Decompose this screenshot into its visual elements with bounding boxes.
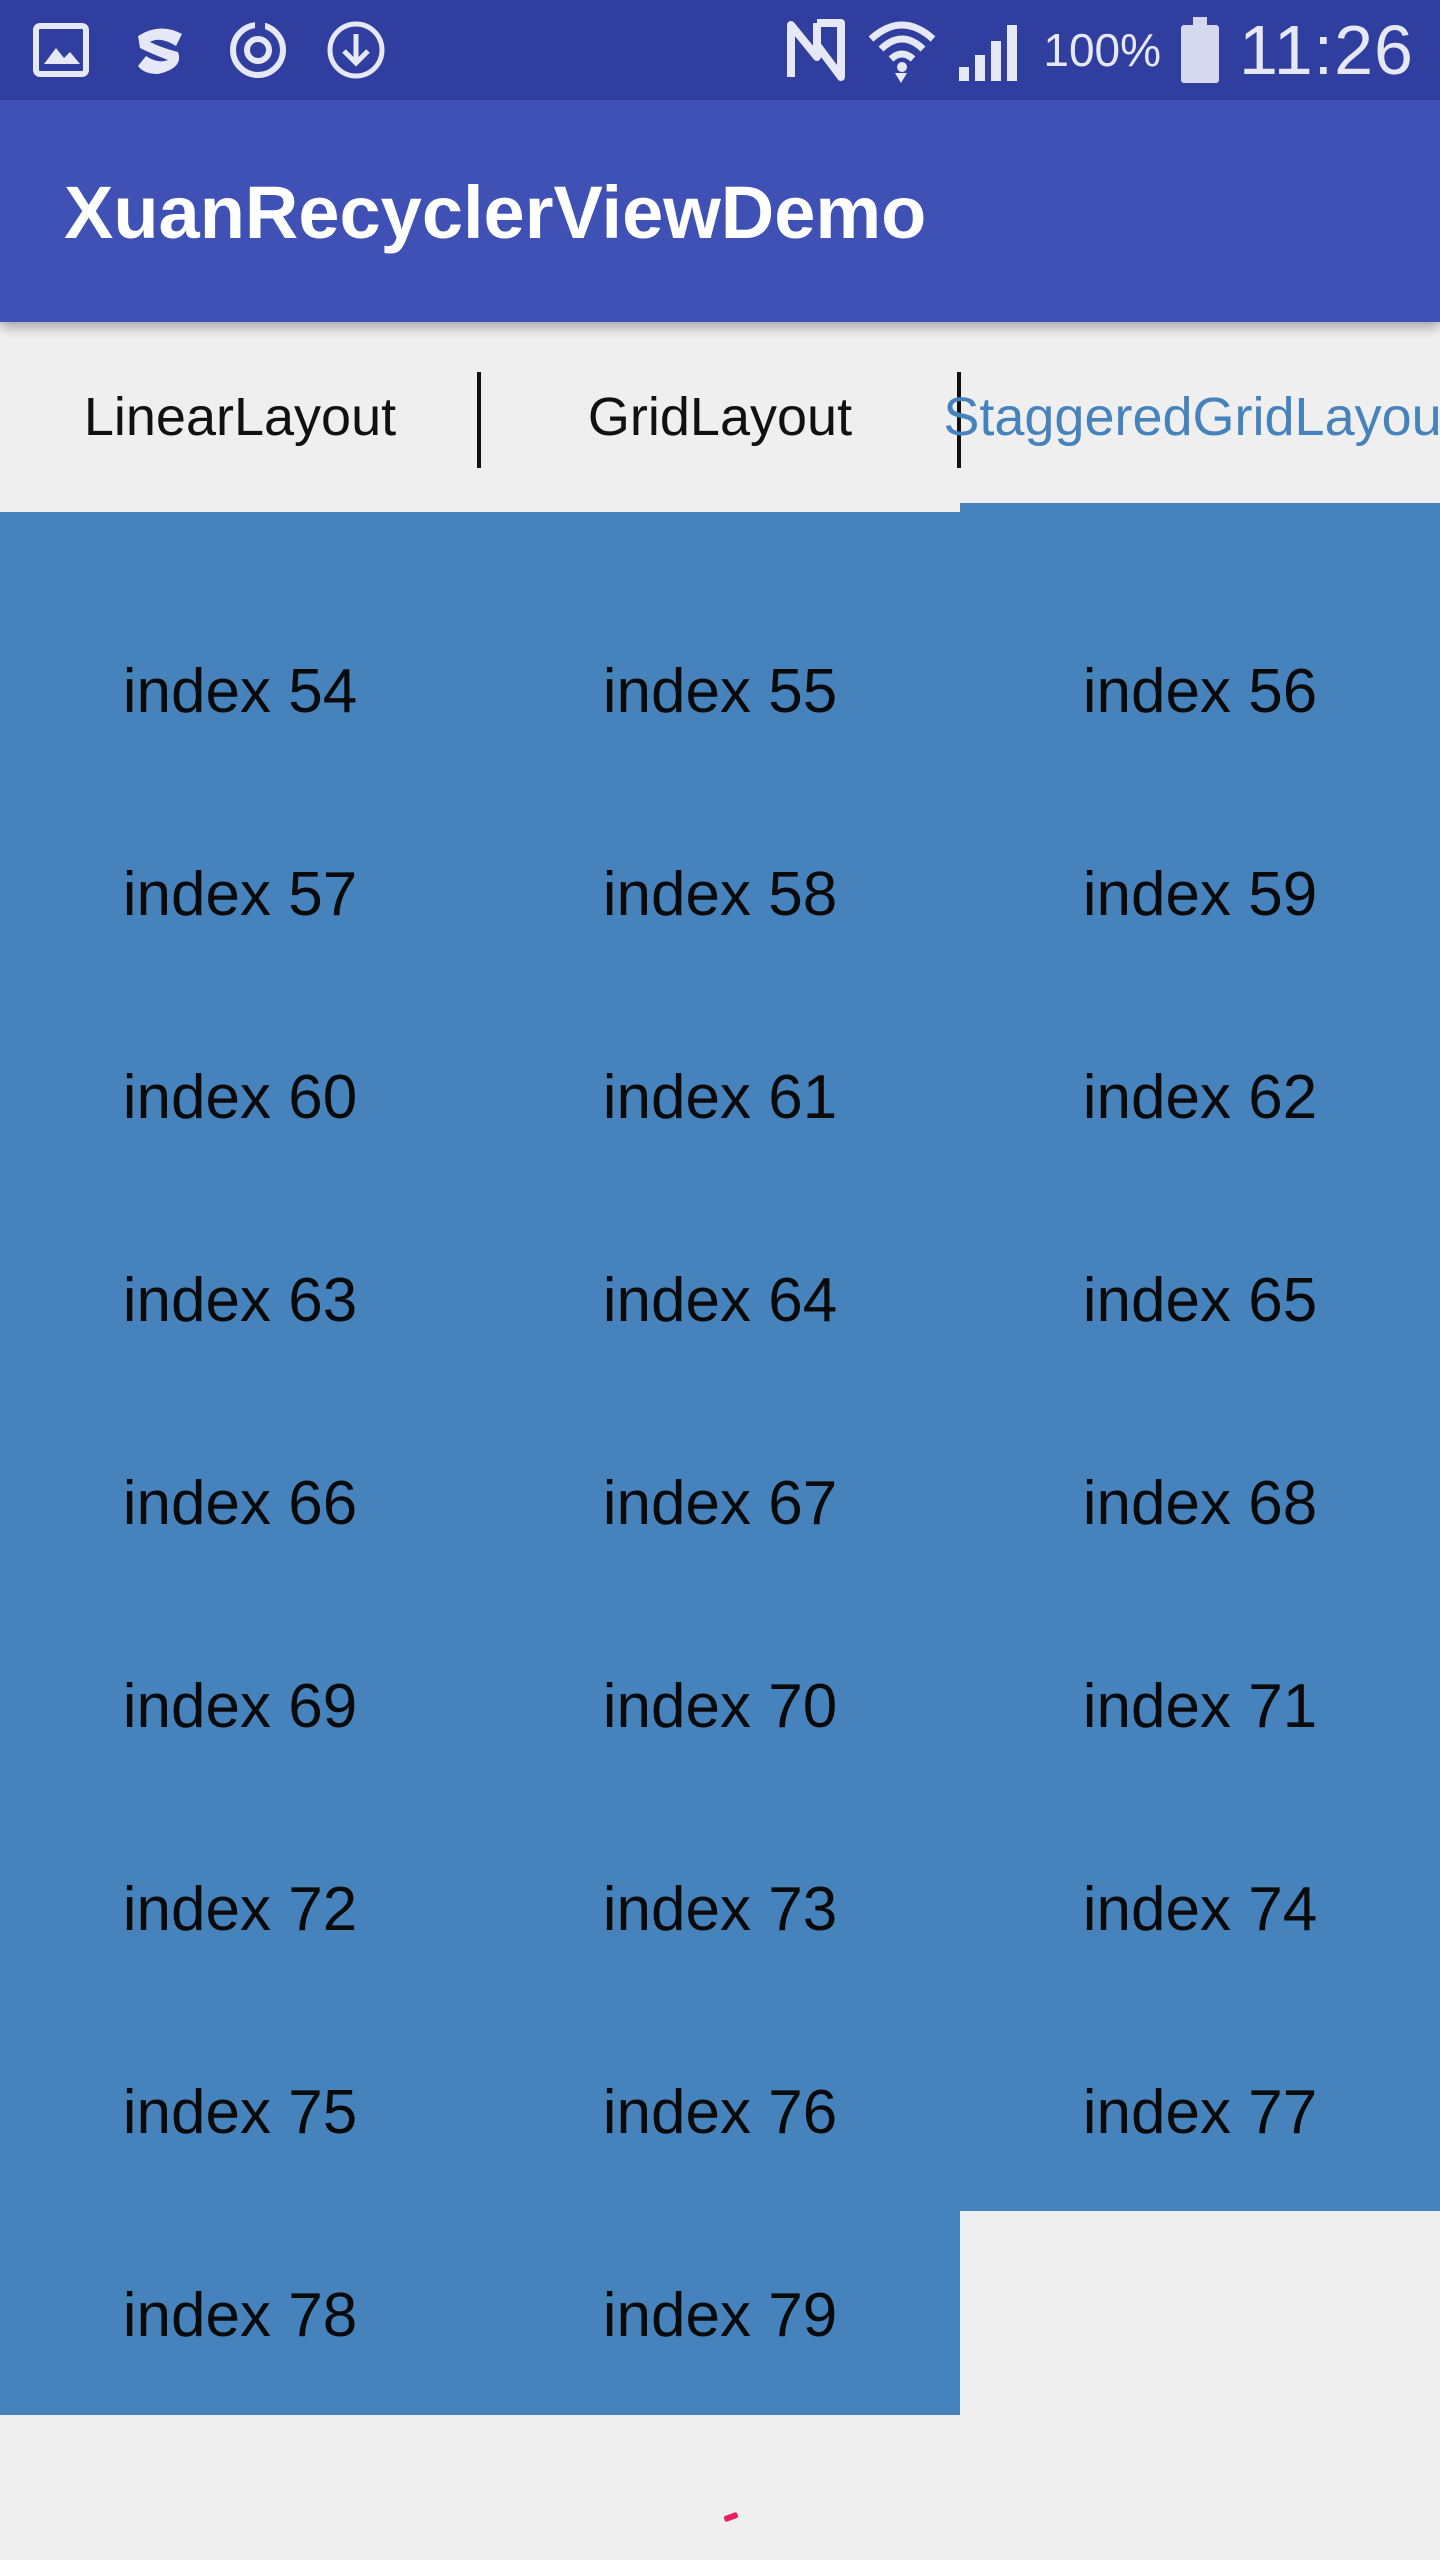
battery-percent: 100%: [1043, 24, 1162, 76]
status-bar: 100% 11:26: [0, 0, 1440, 100]
grid-item[interactable]: index 69: [122, 1672, 358, 1741]
page-title: XuanRecyclerViewDemo: [64, 171, 927, 254]
grid-item[interactable]: index 74: [1082, 1875, 1318, 1944]
grid-item[interactable]: index 79: [602, 2281, 838, 2350]
nfc-icon: [787, 19, 846, 81]
battery-icon: [1181, 17, 1220, 83]
grid-item[interactable]: index 61: [602, 1063, 838, 1132]
grid-item[interactable]: index 57: [122, 860, 358, 929]
grid-item[interactable]: index 65: [1082, 1266, 1318, 1335]
tab-grid-layout[interactable]: GridLayout: [587, 387, 853, 447]
wifi-icon: [869, 21, 936, 83]
gallery-icon: [33, 23, 89, 77]
grid-item[interactable]: index 63: [122, 1266, 358, 1335]
grid-item[interactable]: index 67: [602, 1469, 838, 1538]
tab-divider: [957, 372, 961, 468]
tab-bar: LinearLayout GridLayout StaggeredGridLay…: [0, 322, 1440, 512]
tab-staggered-grid-layout[interactable]: StaggeredGridLayout: [943, 387, 1440, 447]
grid-item[interactable]: index 66: [122, 1469, 358, 1538]
tab-linear-layout[interactable]: LinearLayout: [83, 387, 397, 447]
grid-item[interactable]: index 75: [122, 2078, 358, 2147]
grid-item[interactable]: index 60: [122, 1063, 358, 1132]
download-icon: [327, 21, 385, 79]
grid-item[interactable]: index 71: [1082, 1672, 1318, 1741]
app-s-icon: [138, 28, 182, 74]
grid-item[interactable]: index 54: [122, 657, 358, 726]
grid-item[interactable]: index 68: [1082, 1469, 1318, 1538]
sync-icon: [230, 22, 286, 78]
loading-indicator: [723, 2511, 739, 2523]
grid-item[interactable]: index 73: [602, 1875, 838, 1944]
signal-icon: [959, 25, 1018, 81]
grid-item[interactable]: index 56: [1082, 657, 1318, 726]
grid-item[interactable]: index 72: [122, 1875, 358, 1944]
grid-item[interactable]: index 70: [602, 1672, 838, 1741]
grid-item[interactable]: index 76: [602, 2078, 838, 2147]
grid-item[interactable]: index 77: [1082, 2078, 1318, 2147]
clock: 11:26: [1239, 11, 1414, 89]
grid-item[interactable]: index 62: [1082, 1063, 1318, 1132]
grid-column-background: [960, 503, 1440, 2211]
grid-column-background: [0, 512, 960, 2415]
grid-item[interactable]: index 64: [602, 1266, 838, 1335]
grid-item[interactable]: index 78: [122, 2281, 358, 2350]
grid-item[interactable]: index 58: [602, 860, 838, 929]
tab-divider: [477, 372, 481, 468]
grid-item[interactable]: index 59: [1082, 860, 1318, 929]
grid-item[interactable]: index 55: [602, 657, 838, 726]
app-bar: XuanRecyclerViewDemo: [0, 100, 1440, 322]
